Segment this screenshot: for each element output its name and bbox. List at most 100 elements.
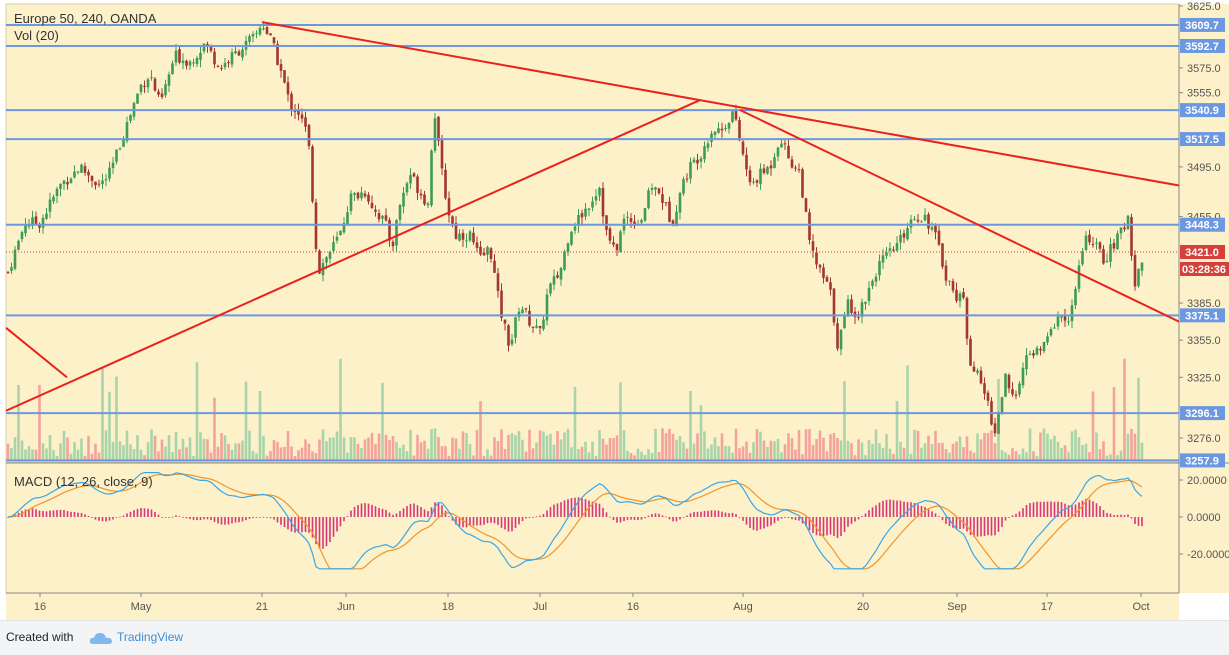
macd-histogram-bar xyxy=(430,507,433,517)
candle-body xyxy=(24,225,27,234)
macd-histogram-bar xyxy=(885,499,888,517)
time-axis-area[interactable] xyxy=(6,593,1179,620)
candle-body xyxy=(482,252,486,256)
candle-body xyxy=(171,63,174,75)
volume-bar xyxy=(1025,452,1028,460)
macd-histogram-bar xyxy=(546,510,548,517)
tradingview-link[interactable]: TradingView xyxy=(117,630,184,644)
macd-histogram-bar xyxy=(857,517,860,520)
volume-bar xyxy=(118,441,122,460)
price-axis-area[interactable] xyxy=(1179,4,1229,593)
macd-histogram-bar xyxy=(577,497,580,517)
macd-histogram-bar xyxy=(378,507,380,517)
volume-bar xyxy=(402,444,405,460)
macd-histogram-bar xyxy=(343,517,345,522)
candle-body xyxy=(902,233,906,238)
volume-bar xyxy=(1039,432,1042,460)
candle-body xyxy=(283,70,286,83)
candle-body xyxy=(692,159,696,163)
macd-histogram-bar xyxy=(1004,517,1007,521)
macd-histogram-bar xyxy=(868,510,870,517)
volume-bar xyxy=(808,429,811,460)
candle-body xyxy=(160,93,164,97)
candle-body xyxy=(1102,249,1105,264)
macd-histogram-bar xyxy=(479,517,482,526)
volume-bar xyxy=(1046,433,1049,460)
volume-bar xyxy=(493,437,496,460)
chart-canvas[interactable]: 3625.03575.03555.03495.03455.03385.03355… xyxy=(0,0,1229,620)
candle-body xyxy=(507,325,510,346)
candle-body xyxy=(363,193,367,197)
volume-bar xyxy=(752,442,755,460)
macd-histogram-bar xyxy=(245,517,247,521)
price-tick-label: 3276.0 xyxy=(1187,433,1221,445)
candle-body xyxy=(1098,242,1102,249)
volume-bar xyxy=(986,432,990,460)
volume-bar xyxy=(822,437,825,460)
volume-bar xyxy=(314,453,318,460)
macd-histogram-bar xyxy=(535,516,538,518)
macd-indicator-label[interactable]: MACD (12, 26, close, 9) xyxy=(14,474,153,489)
volume-bar xyxy=(1011,448,1014,460)
volume-bar xyxy=(283,446,286,460)
candle-body xyxy=(290,93,293,111)
volume-bar xyxy=(664,433,668,460)
tradingview-cloud-icon[interactable] xyxy=(89,631,113,650)
candle-body xyxy=(230,52,234,65)
candle-body xyxy=(710,133,713,142)
candle-body xyxy=(1130,217,1133,256)
candle-body xyxy=(906,228,909,240)
volume-bar xyxy=(188,437,192,460)
volume-bar xyxy=(731,452,734,460)
volume-bar xyxy=(227,443,230,460)
macd-histogram-bar xyxy=(724,512,727,517)
macd-histogram-bar xyxy=(567,499,569,517)
volume-bar xyxy=(528,429,531,460)
macd-histogram-bar xyxy=(1092,501,1094,517)
horizontal-levels[interactable] xyxy=(6,23,1179,462)
candle-body xyxy=(349,193,353,212)
candle-body xyxy=(255,32,258,34)
volume-bar xyxy=(580,446,584,460)
candle-body xyxy=(48,199,52,212)
macd-histogram-bar xyxy=(507,517,510,532)
volume-bar xyxy=(895,401,899,460)
candle-body xyxy=(472,232,475,243)
candle-body xyxy=(934,225,937,233)
candle-body xyxy=(594,196,598,201)
macd-histogram-bar xyxy=(269,517,272,519)
volume-bar xyxy=(356,443,360,460)
candle-body xyxy=(440,140,444,169)
macd-histogram-bar xyxy=(154,512,156,517)
candle-body xyxy=(83,166,87,173)
volume-bar xyxy=(759,431,762,460)
symbol-title[interactable]: Europe 50, 240, OANDA xyxy=(14,11,157,26)
macd-histogram-bar xyxy=(882,500,884,517)
macd-histogram-bar xyxy=(231,517,233,524)
volume-bar xyxy=(111,441,115,460)
candle-body xyxy=(153,78,157,91)
trend-lines[interactable] xyxy=(5,21,1180,412)
candle-body xyxy=(178,49,181,63)
volume-bar xyxy=(948,452,951,460)
candle-body xyxy=(125,122,129,142)
macd-histogram-bar xyxy=(658,513,660,517)
macd-histogram-bar xyxy=(406,506,408,517)
volume-indicator-label[interactable]: Vol (20) xyxy=(14,28,59,43)
macd-histogram-bar xyxy=(714,510,716,517)
price-pane[interactable] xyxy=(5,3,1180,463)
level-badge-value: 3375.1 xyxy=(1185,310,1219,322)
volume-bar xyxy=(801,454,804,460)
volume-bar xyxy=(818,430,822,460)
macd-pane[interactable] xyxy=(5,462,1180,594)
macd-histogram-bar xyxy=(528,517,531,518)
macd-histogram-bar xyxy=(364,503,366,517)
macd-histogram-bar xyxy=(35,509,37,517)
volume-bar xyxy=(976,433,979,460)
macd-histogram-bar xyxy=(812,517,814,534)
volume-bar xyxy=(419,442,423,460)
volume-bar xyxy=(780,452,783,460)
candle-body xyxy=(146,79,150,88)
volume-bar xyxy=(458,448,461,460)
